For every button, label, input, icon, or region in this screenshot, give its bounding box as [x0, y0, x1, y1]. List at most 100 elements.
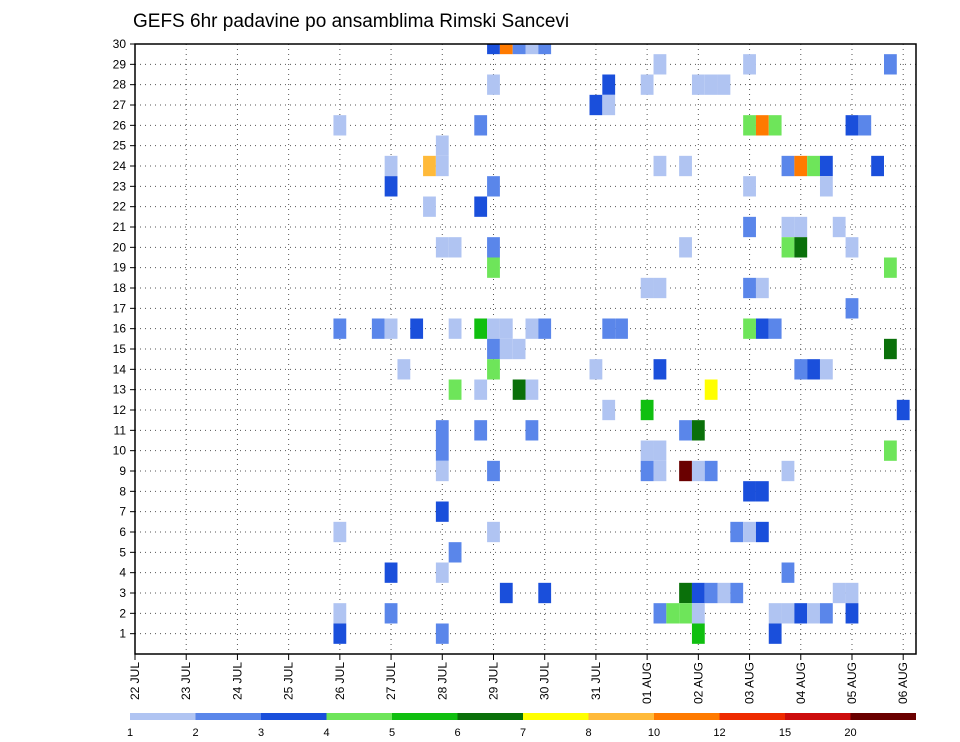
heatmap-cell: [845, 603, 859, 624]
x-axis: 22 JUL 23 JUL 24 JUL 25 JUL 26 JUL 27 JUL 28 J…: [128, 654, 910, 704]
heatmap-cell: [768, 603, 782, 624]
heatmap-cell: [781, 460, 795, 482]
legend-label: 20: [844, 727, 856, 739]
x-tick-label: 29 JUL: [486, 662, 500, 700]
y-tick-label: 29: [113, 57, 127, 71]
heatmap-cell: [781, 216, 795, 238]
y-tick-label: 23: [113, 179, 127, 193]
heatmap-cell: [448, 237, 462, 258]
heatmap-cell: [435, 460, 449, 482]
heatmap-cell: [691, 582, 705, 604]
heatmap-cell: [730, 582, 744, 604]
x-tick-label: 23 JUL: [179, 662, 193, 700]
y-tick-label: 27: [113, 98, 127, 112]
x-tick-label: 30 JUL: [538, 662, 552, 700]
heatmap-cell: [858, 115, 872, 136]
x-tick-label: 03 AUG: [743, 662, 757, 704]
y-tick-label: 4: [119, 566, 126, 580]
heatmap-cell: [384, 176, 398, 197]
heatmap-cell: [691, 460, 705, 482]
heatmap-cell: [435, 155, 449, 177]
heatmap-cell: [743, 115, 756, 136]
heatmap-cell: [525, 420, 539, 441]
heatmap-cell: [499, 44, 513, 55]
heatmap-cell: [384, 155, 398, 177]
heatmap-cell: [448, 379, 462, 400]
heatmap-cell: [512, 379, 526, 400]
heatmap-cell: [589, 94, 603, 116]
heatmap-cell: [755, 521, 769, 543]
x-tick-label: 31 JUL: [589, 662, 603, 700]
y-tick-label: 22: [113, 200, 127, 214]
heatmap-cell: [768, 318, 782, 339]
heatmap-cell: [819, 359, 833, 380]
heatmap-cell: [845, 298, 859, 319]
heatmap-cell: [883, 257, 897, 278]
y-tick-label: 25: [113, 139, 127, 153]
heatmap-cell: [487, 318, 500, 339]
heatmap-cell: [653, 155, 667, 177]
color-legend: 1 2 3 4 5 6 7 8 10 12 15 20: [127, 713, 916, 739]
data-cells: [333, 44, 910, 644]
heatmap-cell: [333, 623, 347, 644]
heatmap-cell: [845, 582, 859, 604]
y-tick-label: 12: [113, 403, 127, 417]
heatmap-cell: [883, 440, 897, 461]
legend-swatch: [654, 713, 720, 720]
heatmap-cell: [435, 501, 449, 522]
heatmap-cell: [487, 257, 500, 278]
heatmap-cell: [819, 155, 833, 177]
heatmap-cell: [653, 603, 667, 624]
legend-label: 8: [585, 727, 591, 739]
heatmap-cell: [615, 318, 628, 339]
heatmap-cell: [794, 216, 808, 238]
heatmap-cell: [435, 237, 449, 258]
heatmap-cell: [474, 420, 488, 441]
x-tick-label: 28 JUL: [435, 662, 449, 700]
heatmap-cell: [807, 359, 820, 380]
heatmap-cell: [653, 460, 667, 482]
heatmap-cell: [691, 623, 705, 644]
legend-swatch: [523, 713, 589, 720]
x-tick-label: 27 JUL: [384, 662, 398, 700]
heatmap-cell: [794, 237, 808, 258]
heatmap-cell: [499, 318, 513, 339]
heatmap-cell: [384, 603, 398, 624]
heatmap-cell: [832, 582, 846, 604]
heatmap-cell: [653, 277, 667, 299]
heatmap-cell: [807, 155, 820, 177]
heatmap-cell: [333, 115, 347, 136]
heatmap-cell: [845, 115, 859, 136]
heatmap-cell: [487, 74, 500, 95]
legend-swatch: [457, 713, 523, 720]
heatmap-cell: [499, 338, 513, 360]
legend-swatch: [326, 713, 392, 720]
y-tick-label: 8: [119, 484, 126, 498]
legend-label: 6: [454, 727, 460, 739]
heatmap-cell: [602, 74, 616, 95]
heatmap-cell: [653, 440, 667, 461]
x-tick-label: 22 JUL: [128, 662, 142, 700]
y-tick-label: 21: [113, 220, 127, 234]
heatmap-cell: [704, 460, 718, 482]
heatmap-cell: [794, 359, 808, 380]
heatmap-cell: [781, 603, 795, 624]
heatmap-cell: [525, 379, 539, 400]
y-tick-label: 11: [114, 423, 127, 437]
legend-label: 4: [323, 727, 329, 739]
y-tick-label: 13: [113, 383, 127, 397]
heatmap-cell: [423, 155, 436, 177]
heatmap-cell: [525, 44, 539, 55]
heatmap-cell: [384, 562, 398, 583]
x-tick-label: 05 AUG: [845, 662, 859, 704]
y-tick-label: 17: [113, 301, 127, 315]
heatmap-cell: [794, 155, 808, 177]
heatmap-cell: [474, 115, 488, 136]
heatmap-cell: [640, 440, 654, 461]
heatmap-cell: [423, 196, 436, 217]
legend-label: 12: [713, 727, 725, 739]
heatmap-cell: [640, 460, 654, 482]
heatmap-cell: [448, 542, 462, 563]
heatmap-cell: [653, 54, 667, 75]
